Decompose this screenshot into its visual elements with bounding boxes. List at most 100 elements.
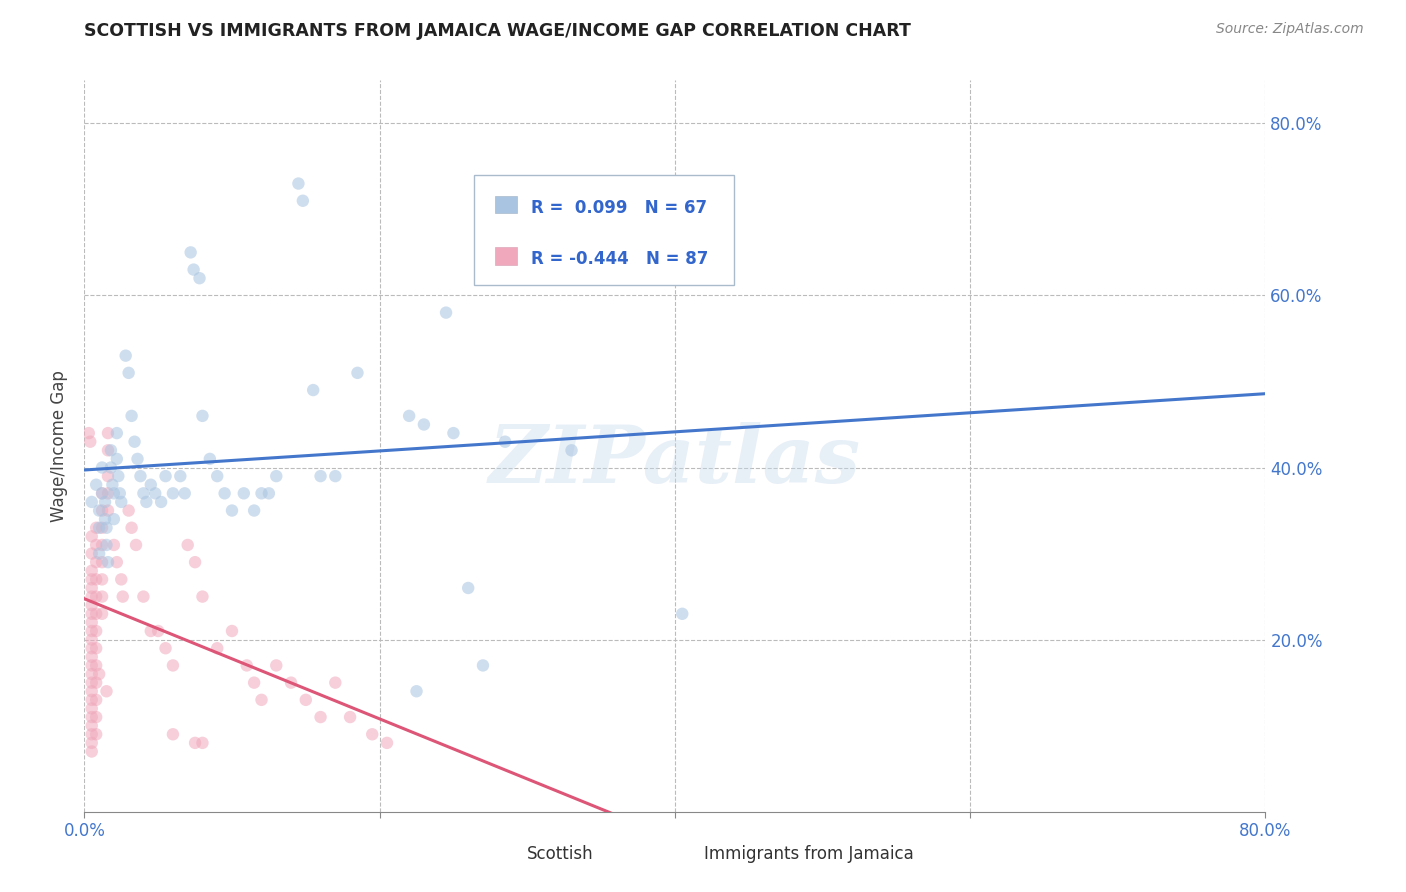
Point <box>346 366 368 380</box>
Point <box>80 667 103 681</box>
Point <box>91 555 114 569</box>
Point <box>80 658 103 673</box>
Point <box>80 641 103 656</box>
Point <box>124 434 146 449</box>
Point <box>91 521 114 535</box>
Point <box>84 658 107 673</box>
Point <box>173 486 195 500</box>
Point <box>619 211 641 225</box>
Point <box>84 477 107 491</box>
Point <box>183 262 205 277</box>
Point <box>91 573 114 587</box>
Point <box>80 547 103 561</box>
Point <box>118 366 141 380</box>
Point <box>494 434 516 449</box>
Point <box>323 675 347 690</box>
Point <box>96 538 118 552</box>
Point <box>198 451 221 466</box>
Point <box>180 245 202 260</box>
Point <box>264 469 288 483</box>
Point <box>155 469 177 483</box>
FancyBboxPatch shape <box>486 841 516 867</box>
Point <box>135 495 157 509</box>
Point <box>188 271 211 285</box>
Point <box>323 469 347 483</box>
Point <box>139 624 162 638</box>
Point <box>89 521 111 535</box>
Point <box>302 383 325 397</box>
FancyBboxPatch shape <box>495 196 516 213</box>
Point <box>80 727 103 741</box>
Text: Immigrants from Jamaica: Immigrants from Jamaica <box>704 845 914 863</box>
Point <box>80 590 103 604</box>
Point <box>80 632 103 647</box>
Point <box>103 538 125 552</box>
Point <box>96 521 118 535</box>
Point <box>280 675 302 690</box>
Point <box>84 641 107 656</box>
Point <box>91 486 114 500</box>
Point <box>132 590 155 604</box>
Point <box>80 564 103 578</box>
Point <box>97 486 120 500</box>
Point <box>80 615 103 630</box>
Point <box>560 443 583 458</box>
Point <box>221 503 243 517</box>
Point <box>295 693 318 707</box>
Point <box>405 684 427 698</box>
Text: R = -0.444   N = 87: R = -0.444 N = 87 <box>531 250 709 268</box>
Point <box>97 443 120 458</box>
Point <box>91 460 114 475</box>
Point <box>236 658 259 673</box>
Point <box>80 581 103 595</box>
Point <box>148 624 170 638</box>
Point <box>162 658 184 673</box>
Point <box>111 590 134 604</box>
Point <box>91 590 114 604</box>
Point <box>91 538 114 552</box>
Point <box>118 503 141 517</box>
FancyBboxPatch shape <box>664 841 693 867</box>
Point <box>84 727 107 741</box>
Point <box>110 495 132 509</box>
Point <box>177 538 200 552</box>
Point <box>105 451 128 466</box>
Point <box>89 667 111 681</box>
Point <box>80 710 103 724</box>
Point <box>110 573 132 587</box>
Text: Scottish: Scottish <box>527 845 593 863</box>
Text: SCOTTISH VS IMMIGRANTS FROM JAMAICA WAGE/INCOME GAP CORRELATION CHART: SCOTTISH VS IMMIGRANTS FROM JAMAICA WAGE… <box>84 22 911 40</box>
Y-axis label: Wage/Income Gap: Wage/Income Gap <box>51 370 69 522</box>
Point <box>250 693 273 707</box>
Point <box>162 727 184 741</box>
Point <box>80 744 103 758</box>
Point <box>84 573 107 587</box>
Point <box>257 486 280 500</box>
Point <box>250 486 273 500</box>
Point <box>125 538 148 552</box>
Point <box>143 486 166 500</box>
Point <box>162 486 184 500</box>
Point <box>80 624 103 638</box>
Point <box>155 641 177 656</box>
Point <box>97 469 120 483</box>
Point <box>103 486 125 500</box>
Text: ZIPatlas: ZIPatlas <box>489 422 860 500</box>
Point <box>221 624 243 638</box>
Point <box>84 693 107 707</box>
Point <box>243 675 266 690</box>
Point <box>243 503 266 517</box>
Point <box>84 590 107 604</box>
Point <box>132 486 155 500</box>
Point <box>434 305 457 319</box>
Point <box>94 495 117 509</box>
Point <box>84 555 107 569</box>
Point <box>80 701 103 715</box>
Point <box>472 658 495 673</box>
Point <box>89 547 111 561</box>
Point <box>77 426 100 441</box>
Point <box>80 607 103 621</box>
Point <box>105 426 128 441</box>
Point <box>80 684 103 698</box>
Point <box>413 417 436 432</box>
